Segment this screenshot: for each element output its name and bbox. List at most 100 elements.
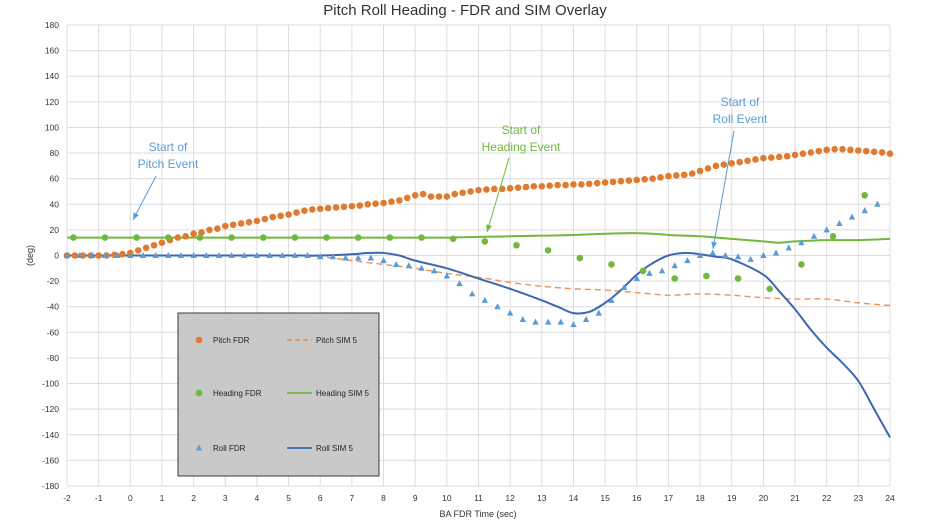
pitch-fdr-point xyxy=(174,234,182,241)
x-tick-label: 19 xyxy=(727,493,737,503)
heading-fdr-point xyxy=(164,234,172,241)
y-tick-label: -140 xyxy=(42,430,59,440)
y-tick-label: -40 xyxy=(47,302,60,312)
heading-fdr-point xyxy=(291,234,299,241)
pitch-sim-5-line xyxy=(67,254,891,307)
pitch-fdr-point xyxy=(878,149,886,156)
x-tick-label: 21 xyxy=(790,493,800,503)
pitch-fdr-point xyxy=(696,167,704,175)
y-tick-label: 120 xyxy=(45,97,59,107)
heading-fdr-point xyxy=(608,261,615,268)
pitch-fdr-point xyxy=(617,177,625,185)
x-tick-label: 7 xyxy=(350,493,355,503)
heading-fdr-point xyxy=(798,261,805,268)
pitch-fdr-point xyxy=(514,184,522,191)
annotations: Start of Pitch Event Start of Heading Event… xyxy=(132,95,768,250)
pitch-fdr-point xyxy=(886,150,894,157)
roll-fdr-point xyxy=(89,252,96,258)
pitch-fdr-point xyxy=(767,154,775,161)
pitch-fdr-point xyxy=(150,241,158,249)
roll-fdr-point xyxy=(823,226,830,233)
pitch-fdr-point xyxy=(427,193,435,200)
pitch-fdr-point xyxy=(198,229,205,236)
pitch-fdr-point xyxy=(625,177,633,184)
x-tick-label: 23 xyxy=(854,493,864,503)
heading-fdr-point xyxy=(481,238,489,245)
pitch-fdr-point xyxy=(483,186,490,193)
roll-fdr-point xyxy=(380,257,387,264)
y-tick-label: -160 xyxy=(42,455,59,465)
roll-fdr-point xyxy=(63,252,71,258)
x-tick-label: 0 xyxy=(128,493,133,503)
pitch-fdr-point xyxy=(783,152,791,160)
x-tick-label: 18 xyxy=(695,493,705,503)
x-tick-label: 3 xyxy=(223,493,228,503)
x-tick-label: 2 xyxy=(191,493,196,503)
pitch-fdr-point xyxy=(673,172,680,179)
pitch-fdr-point xyxy=(388,198,395,206)
pitch-fdr-point xyxy=(522,183,530,191)
roll-fdr-point xyxy=(544,318,552,325)
roll-fdr-point xyxy=(317,253,324,260)
pitch-fdr-point xyxy=(546,182,554,190)
pitch-fdr-point xyxy=(578,181,585,188)
x-tick-label: -2 xyxy=(63,493,71,503)
pitch-fdr-point xyxy=(340,203,348,211)
pitch-fdr-point xyxy=(301,207,308,214)
roll-fdr-point xyxy=(595,309,602,316)
pitch-fdr-point xyxy=(443,193,451,200)
pitch-fdr-point xyxy=(348,202,356,210)
pitch-fdr-point xyxy=(293,209,300,216)
roll-fdr-point xyxy=(709,249,716,256)
heading-sim-5-line xyxy=(66,232,891,244)
pitch-fdr-point xyxy=(245,218,253,226)
legend-label-pitch-fdr: Pitch FDR xyxy=(213,336,250,345)
x-tick-label: 20 xyxy=(759,493,769,503)
heading-fdr-point xyxy=(829,232,837,240)
roll-fdr-point xyxy=(76,252,83,258)
roll-fdr-point xyxy=(165,252,172,258)
pitch-fdr-point xyxy=(309,206,316,213)
roll-fdr-point xyxy=(620,284,628,291)
pitch-fdr-point xyxy=(71,252,79,259)
roll-fdr-point xyxy=(658,267,666,274)
y-axis-label: (deg) xyxy=(25,245,35,266)
legend-label-pitch-sim-5: Pitch SIM 5 xyxy=(316,336,357,345)
heading-fdr-point xyxy=(576,254,584,262)
y-tick-label: 160 xyxy=(45,46,59,56)
heading-fdr-point xyxy=(70,234,77,241)
roll-fdr-point xyxy=(570,321,577,328)
pitch-fdr-point xyxy=(720,161,728,168)
roll-fdr-point xyxy=(785,244,792,251)
roll-fdr-point xyxy=(101,252,109,258)
pitch-fdr-point xyxy=(554,181,561,189)
pitch-fdr-point xyxy=(823,146,830,154)
pitch-fdr-point xyxy=(831,145,838,153)
roll-fdr-point xyxy=(393,260,400,267)
pitch-fdr-point xyxy=(704,165,712,172)
roll-fdr-point xyxy=(671,262,678,269)
pitch-fdr-point xyxy=(847,146,854,154)
roll-fdr-point xyxy=(190,252,197,258)
y-tick-label: 100 xyxy=(45,122,59,132)
heading-fdr-point xyxy=(418,234,425,241)
pitch-fdr-point xyxy=(221,222,229,230)
y-tick-label: 180 xyxy=(45,20,59,30)
roll-fdr-point xyxy=(557,318,564,325)
roll-fdr-point xyxy=(127,252,134,258)
roll-fdr-point xyxy=(367,254,375,261)
pitch-fdr-point xyxy=(332,204,340,211)
roll-fdr-point xyxy=(747,255,754,262)
pitch-fdr-point xyxy=(380,199,387,207)
pitch-fdr-point xyxy=(799,150,807,157)
pitch-fdr-point xyxy=(855,147,862,154)
heading-fdr-point xyxy=(386,234,394,241)
pitch-fdr-point xyxy=(316,205,324,213)
x-tick-label: 1 xyxy=(160,493,165,503)
pitch-fdr-point xyxy=(253,217,261,225)
pitch-fdr-point xyxy=(158,239,166,246)
pitch-fdr-point xyxy=(95,252,102,259)
pitch-fdr-point xyxy=(182,232,190,240)
y-tick-label: -180 xyxy=(42,481,59,491)
